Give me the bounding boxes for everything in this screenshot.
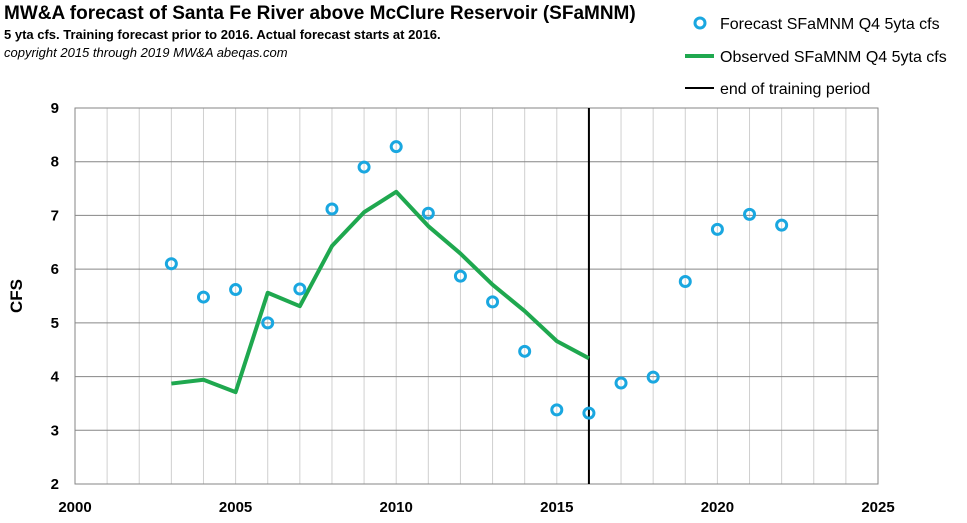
legend-label-observed: Observed SFaMNM Q4 5yta cfs [720,49,947,66]
copyright-note: copyright 2015 through 2019 MW&A abeqas.… [4,45,288,60]
legend-marker-forecast [693,16,707,30]
x-tick-label: 2010 [380,499,413,516]
x-tick-label: 2015 [540,499,573,516]
x-tick-labels: 2000 2005 2010 2015 2020 2025 [58,499,894,516]
forecast-series-points [164,140,789,420]
forecast-point [678,274,692,288]
forecast-point [486,295,500,309]
forecast-point [518,344,532,358]
forecast-point [421,206,435,220]
y-axis-label: CFS [7,279,26,313]
forecast-point [550,403,564,417]
vertical-gridlines [106,108,847,484]
y-tick-label: 3 [51,422,59,439]
forecast-point [229,283,243,297]
forecast-point [775,218,789,232]
horizontal-gridlines [75,161,878,431]
forecast-point [743,207,757,221]
y-tick-label: 8 [51,154,59,171]
y-tick-label: 6 [51,261,59,278]
forecast-point [196,290,210,304]
x-tick-label: 2025 [861,499,894,516]
forecast-point [453,269,467,283]
legend-label-training: end of training period [720,81,870,98]
y-tick-labels: 2 3 4 5 6 7 8 9 [51,100,60,493]
forecast-point [357,160,371,174]
forecast-point [261,316,275,330]
forecast-point [325,202,339,216]
y-tick-label: 5 [51,315,59,332]
y-tick-label: 7 [51,207,59,224]
y-tick-label: 9 [51,100,59,117]
forecast-point [582,406,596,420]
y-tick-label: 4 [51,369,60,386]
forecast-point [646,370,660,384]
y-tick-label: 2 [51,476,59,493]
forecast-point [710,222,724,236]
observed-series-line [171,189,590,395]
forecast-point [164,257,178,271]
plot-area-border [74,107,879,485]
x-tick-label: 2005 [219,499,252,516]
x-tick-label: 2000 [58,499,91,516]
legend-label-forecast: Forecast SFaMNM Q4 5yta cfs [720,16,940,33]
chart-subtitle: 5 yta cfs. Training forecast prior to 20… [4,27,441,42]
forecast-point [614,376,628,390]
chart-title: MW&A forecast of Santa Fe River above Mc… [4,3,636,24]
legend: Forecast SFaMNM Q4 5yta cfs Observed SFa… [685,16,947,98]
x-tick-label: 2020 [701,499,734,516]
title-block: MW&A forecast of Santa Fe River above Mc… [4,2,636,62]
forecast-point [293,282,307,296]
forecast-point [389,140,403,154]
